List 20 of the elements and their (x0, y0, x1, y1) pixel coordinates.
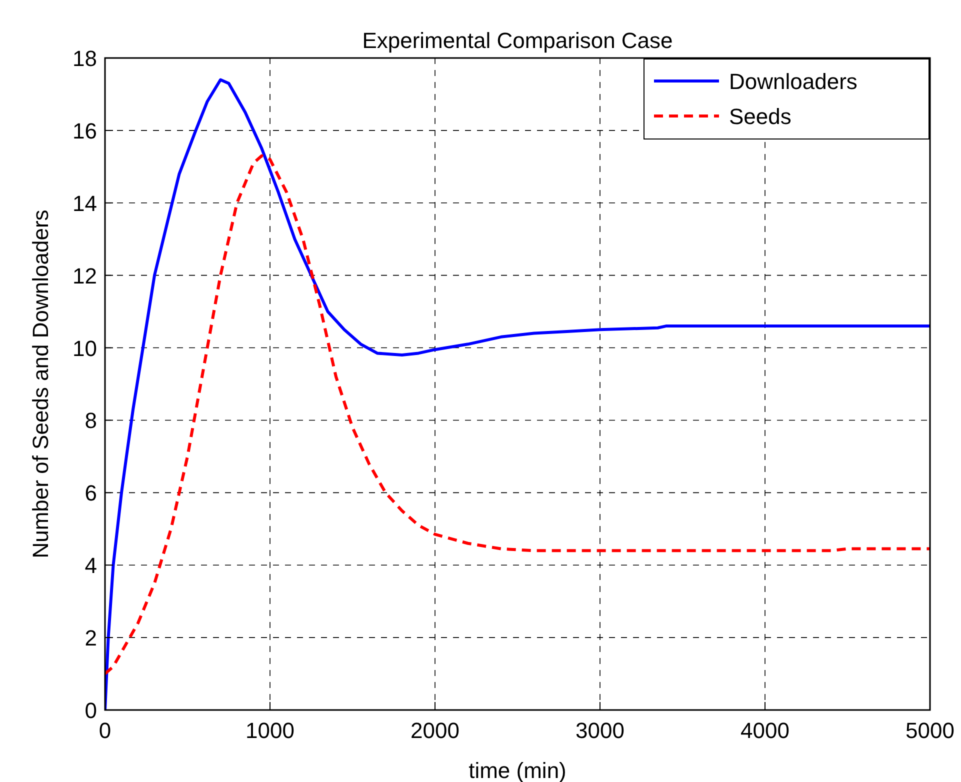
line-series (105, 154, 930, 676)
y-tick-label: 12 (72, 263, 97, 288)
y-tick-label: 0 (84, 698, 97, 723)
y-tick-label: 4 (84, 553, 97, 578)
y-tick-label: 2 (84, 626, 97, 651)
x-tick-label: 4000 (740, 718, 790, 743)
x-tick-label: 2000 (410, 718, 460, 743)
legend-label: Seeds (729, 104, 792, 129)
x-tick-label: 5000 (906, 718, 954, 743)
y-tick-label: 10 (72, 336, 97, 361)
chart-title: Experimental Comparison Case (362, 28, 673, 53)
x-tick-label: 1000 (246, 718, 294, 743)
y-tick-label: 18 (72, 46, 97, 71)
y-axis-title: Number of Seeds and Downloaders (28, 210, 53, 558)
y-tick-label: 6 (84, 480, 97, 506)
y-tick-label: 8 (84, 408, 97, 434)
legend-label: Downloaders (729, 69, 858, 94)
y-tick-label: 16 (72, 118, 97, 144)
y-tick-label: 14 (72, 190, 97, 216)
x-tick-label: 3000 (576, 718, 624, 743)
